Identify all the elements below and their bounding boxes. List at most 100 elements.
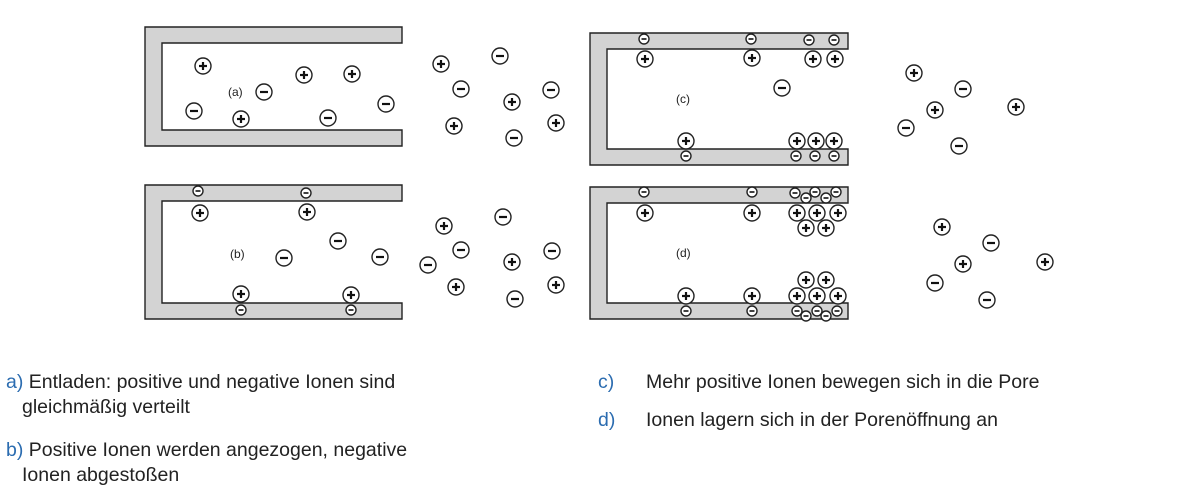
negative-ion — [982, 234, 1000, 252]
negative-ion — [491, 47, 509, 65]
caption-key-a: a) — [6, 371, 24, 393]
panel-a: (a) — [144, 26, 565, 147]
negative-ion — [811, 305, 823, 317]
negative-ion — [926, 274, 944, 292]
negative-ion — [791, 305, 803, 317]
negative-ion — [745, 33, 757, 45]
panel-label-a: (a) — [228, 85, 243, 99]
positive-ion — [743, 204, 761, 222]
caption-c-line1: Mehr positive Ionen bewegen sich in die … — [646, 371, 1040, 393]
negative-ion — [319, 109, 337, 127]
positive-ion — [232, 285, 250, 303]
negative-ion — [185, 102, 203, 120]
positive-ion — [804, 50, 822, 68]
positive-ion — [829, 287, 847, 305]
panel-c: (c) — [589, 32, 1025, 166]
negative-ion — [505, 129, 523, 147]
negative-ion — [809, 150, 821, 162]
positive-ion — [829, 204, 847, 222]
positive-ion — [788, 287, 806, 305]
panel-label-d: (d) — [676, 246, 691, 260]
negative-ion — [773, 79, 791, 97]
positive-ion — [808, 204, 826, 222]
negative-ion — [820, 310, 832, 322]
negative-ion — [452, 241, 470, 259]
caption-d: d) Ionen lagern sich in der Porenöffnung … — [598, 408, 1178, 433]
negative-ion — [803, 34, 815, 46]
positive-ion — [547, 276, 565, 294]
positive-ion — [447, 278, 465, 296]
negative-ion — [800, 192, 812, 204]
caption-a: a) Entladen: positive und negative Ionen… — [6, 370, 566, 420]
negative-ion — [746, 305, 758, 317]
pore-wall-b — [144, 184, 403, 320]
negative-ion — [978, 291, 996, 309]
positive-ion — [788, 204, 806, 222]
positive-ion — [788, 132, 806, 150]
positive-ion — [1007, 98, 1025, 116]
panel-label-b: (b) — [230, 247, 245, 261]
caption-key-d: d) — [598, 409, 616, 431]
positive-ion — [547, 114, 565, 132]
negative-ion — [897, 119, 915, 137]
negative-ion — [377, 95, 395, 113]
positive-ion — [636, 50, 654, 68]
negative-ion — [746, 186, 758, 198]
ions-c — [636, 33, 1025, 162]
positive-ion — [503, 253, 521, 271]
positive-ion — [191, 204, 209, 222]
caption-b-line2: Ionen abgestoßen — [22, 464, 180, 486]
panel-d: (d) — [589, 186, 1054, 322]
positive-ion — [432, 55, 450, 73]
ions-d — [636, 186, 1054, 322]
positive-ion — [743, 49, 761, 67]
panel-b: (b) — [144, 184, 565, 320]
positive-ion — [905, 64, 923, 82]
ions-b — [191, 185, 565, 316]
negative-ion — [235, 304, 247, 316]
negative-ion — [452, 80, 470, 98]
positive-ion — [954, 255, 972, 273]
negative-ion — [831, 305, 843, 317]
negative-ion — [419, 256, 437, 274]
positive-ion — [817, 271, 835, 289]
positive-ion — [194, 57, 212, 75]
negative-ion — [809, 186, 821, 198]
negative-ion — [542, 81, 560, 99]
positive-ion — [797, 271, 815, 289]
caption-b: b) Positive Ionen werden angezogen, nega… — [6, 438, 566, 488]
negative-ion — [954, 80, 972, 98]
positive-ion — [677, 287, 695, 305]
caption-key-b: b) — [6, 439, 24, 461]
caption-key-c: c) — [598, 371, 615, 393]
positive-ion — [677, 132, 695, 150]
negative-ion — [638, 33, 650, 45]
negative-ion — [638, 186, 650, 198]
positive-ion — [445, 117, 463, 135]
pore-wall-a — [144, 26, 403, 147]
negative-ion — [543, 242, 561, 260]
positive-ion — [826, 50, 844, 68]
negative-ion — [192, 185, 204, 197]
negative-ion — [255, 83, 273, 101]
caption-b-line1: Positive Ionen werden angezogen, negativ… — [28, 439, 408, 461]
positive-ion — [825, 132, 843, 150]
positive-ion — [295, 66, 313, 84]
negative-ion — [790, 150, 802, 162]
positive-ion — [808, 287, 826, 305]
negative-ion — [950, 137, 968, 155]
negative-ion — [789, 187, 801, 199]
caption-a-line1: Entladen: positive und negative Ionen si… — [28, 371, 396, 393]
negative-ion — [494, 208, 512, 226]
negative-ion — [828, 34, 840, 46]
negative-ion — [680, 150, 692, 162]
negative-ion — [506, 290, 524, 308]
negative-ion — [275, 249, 293, 267]
ions-a — [185, 47, 565, 147]
negative-ion — [680, 305, 692, 317]
positive-ion — [807, 132, 825, 150]
caption-c: c) Mehr positive Ionen bewegen sich in di… — [598, 370, 1178, 395]
negative-ion — [820, 192, 832, 204]
positive-ion — [636, 204, 654, 222]
